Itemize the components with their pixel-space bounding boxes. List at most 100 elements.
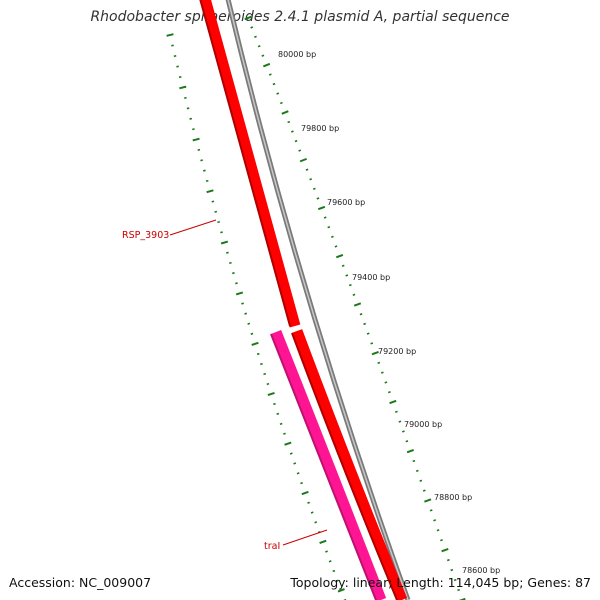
backbone-highlight xyxy=(227,0,409,600)
outer-ring-minor-tick xyxy=(250,26,254,29)
backbone-strand xyxy=(225,0,411,600)
outer-ring-minor-tick xyxy=(309,178,313,181)
inner-ring-minor-tick xyxy=(276,412,280,416)
outer-ring-minor-tick xyxy=(268,73,272,76)
scale-tick-labels: 80000 bp 79800 bp 79600 bp 79400 bp 79200 bp… xyxy=(278,50,500,575)
inner-ring-minor-tick xyxy=(266,382,270,386)
inner-ring-minor-tick xyxy=(192,128,195,131)
inner-ring-major-tick xyxy=(206,189,214,194)
outer-ring-minor-tick xyxy=(272,82,276,86)
inner-ring-minor-tick xyxy=(176,65,179,68)
inner-ring-minor-tick xyxy=(273,402,276,406)
inner-ring-major-tick xyxy=(337,588,345,593)
inner-ring-major-tick xyxy=(179,85,187,90)
inner-ring-major-tick xyxy=(301,490,309,496)
inner-ring-minor-tick xyxy=(203,169,206,172)
inner-ring-minor-tick xyxy=(220,231,223,234)
inner-ring-minor-tick xyxy=(332,569,336,573)
outer-ring-minor-tick xyxy=(327,226,331,229)
outer-ring-minor-tick xyxy=(440,539,443,542)
outer-ring-minor-tick xyxy=(330,235,334,239)
scale-tick-label: 79000 bp xyxy=(404,420,442,429)
outer-ring-minor-tick xyxy=(298,149,302,152)
inner-ring-minor-tick xyxy=(235,282,238,285)
outer-ring-major-tick xyxy=(262,62,271,68)
inner-ring-minor-tick xyxy=(205,179,209,183)
gene-lower-red-arrow[interactable] xyxy=(291,329,408,600)
outer-ring-minor-tick xyxy=(429,509,433,512)
scale-tick-label: 78800 bp xyxy=(434,493,472,502)
gene-trai-leader xyxy=(282,529,328,546)
scale-tick-label: 79600 bp xyxy=(327,198,365,207)
outer-ring-minor-tick xyxy=(387,391,391,394)
inner-ring-major-tick xyxy=(284,441,292,446)
gene-rsp-3903-arrow[interactable] xyxy=(199,0,301,328)
outer-ring-major-tick xyxy=(353,302,362,307)
inner-ring-minor-tick xyxy=(178,75,182,79)
inner-ring-minor-tick xyxy=(256,352,260,356)
scale-tick-label: 80000 bp xyxy=(278,50,316,59)
inner-ring-minor-tick xyxy=(283,432,286,435)
inner-ring-major-tick xyxy=(267,391,275,397)
scale-tick-label: 79400 bp xyxy=(352,273,390,282)
inner-ring-minor-tick xyxy=(325,550,328,553)
inner-ring-minor-tick xyxy=(289,452,293,455)
inner-ring-minor-tick xyxy=(186,107,190,110)
outer-ring-major-tick xyxy=(441,548,449,553)
outer-ring-minor-tick xyxy=(370,342,374,345)
inner-ring-minor-tick xyxy=(226,251,229,254)
outer-ring-minor-tick xyxy=(436,529,440,532)
inner-ring-minor-tick xyxy=(336,579,339,582)
inner-ring-minor-tick xyxy=(189,117,193,120)
outer-ring-minor-tick xyxy=(254,35,257,39)
inner-ring-major-tick xyxy=(319,539,327,545)
inner-ring-minor-tick xyxy=(296,472,300,475)
outer-ring-minor-tick xyxy=(377,361,381,365)
gene-trai-label[interactable]: traI xyxy=(264,541,280,552)
inner-ring-minor-tick xyxy=(310,511,314,514)
inner-ring-minor-tick xyxy=(171,44,174,47)
outer-ring-major-tick xyxy=(317,205,326,211)
outer-ring-minor-tick xyxy=(279,101,283,105)
outer-ring-major-tick xyxy=(244,15,252,21)
outer-ring-minor-tick xyxy=(312,187,316,190)
scale-tick-label: 78600 bp xyxy=(462,566,500,575)
gene-rsp-3903-shade xyxy=(199,0,291,327)
outer-ring-minor-tick xyxy=(294,139,298,143)
accession-text: Accession: NC_009007 xyxy=(9,575,152,590)
outer-ring-minor-tick xyxy=(305,168,309,171)
outer-ring-minor-tick xyxy=(323,216,327,219)
scale-tick-label: 79800 bp xyxy=(301,124,339,133)
inner-tick-ring xyxy=(166,33,347,600)
inner-ring-minor-tick xyxy=(184,96,187,99)
inner-ring-major-tick xyxy=(220,240,229,245)
outer-ring-minor-tick xyxy=(380,371,384,374)
outer-ring-major-tick xyxy=(458,597,466,600)
outer-ring-minor-tick xyxy=(415,469,419,472)
outer-ring-minor-tick xyxy=(405,440,409,443)
outer-ring-minor-tick xyxy=(457,588,460,592)
outer-ring-minor-tick xyxy=(348,283,352,287)
outer-ring-minor-tick xyxy=(394,410,398,413)
outer-ring-minor-tick xyxy=(433,519,437,522)
gene-rsp-3903-label[interactable]: RSP_3903 xyxy=(122,230,169,241)
outer-ring-minor-tick xyxy=(257,45,261,48)
inner-ring-minor-tick xyxy=(328,560,332,563)
outer-ring-minor-tick xyxy=(363,322,367,326)
outer-ring-minor-tick xyxy=(398,420,402,423)
map-title: Rhodobacter sphaeroides 2.4.1 plasmid A,… xyxy=(90,9,510,25)
outer-ring-major-tick xyxy=(389,399,397,405)
inner-ring-minor-tick xyxy=(214,210,218,213)
gene-trai-arrow[interactable] xyxy=(270,329,387,600)
outer-ring-major-tick xyxy=(371,350,379,356)
inner-ring-minor-tick xyxy=(250,332,254,335)
outer-ring-minor-tick xyxy=(453,578,457,582)
outer-ring-minor-tick xyxy=(352,293,356,296)
inner-ring-minor-tick xyxy=(197,148,201,152)
outer-ring-minor-tick xyxy=(412,459,416,463)
inner-ring-minor-tick xyxy=(279,422,283,425)
inner-ring-minor-tick xyxy=(314,521,318,524)
inner-ring-minor-tick xyxy=(241,302,244,305)
outer-ring-major-tick xyxy=(281,110,289,115)
